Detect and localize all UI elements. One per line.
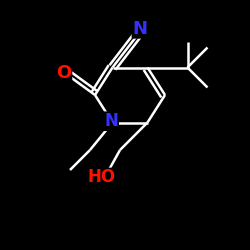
Text: N: N bbox=[132, 20, 148, 38]
Text: O: O bbox=[56, 64, 72, 82]
Text: HO: HO bbox=[87, 168, 115, 186]
Text: N: N bbox=[104, 112, 118, 130]
